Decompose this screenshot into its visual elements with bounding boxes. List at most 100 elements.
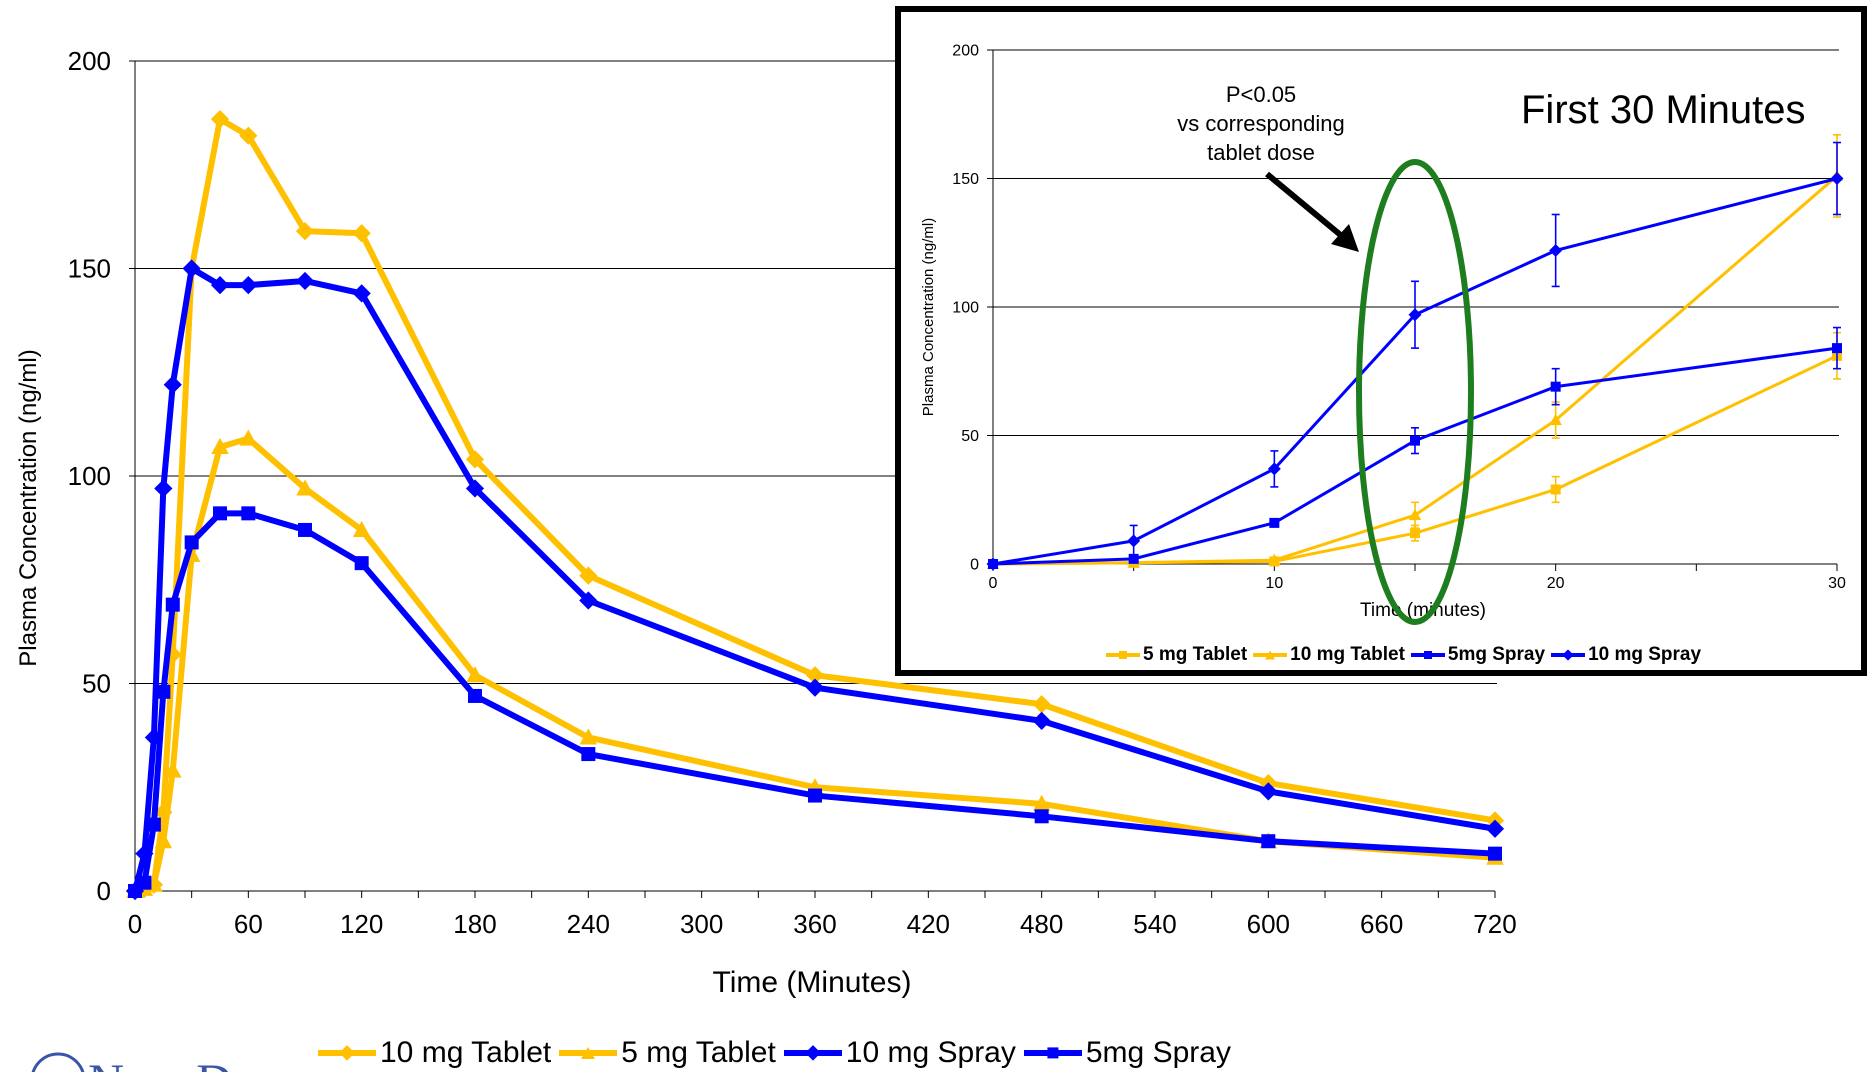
data-point — [352, 520, 371, 537]
series-line — [134, 435, 1496, 894]
x-tick-label-540: 540 — [1133, 909, 1176, 939]
series-10-mg-tablet — [986, 134, 1844, 569]
inset-legend: 5 mg Tablet 10 mg Tablet 5mg Spray 10 mg Sp… — [1106, 644, 1707, 666]
data-point — [1032, 794, 1051, 811]
legend-swatch — [318, 1043, 376, 1063]
series-10-mg-spray — [125, 259, 1505, 901]
x-tick-label-60: 60 — [234, 909, 263, 939]
data-point — [213, 506, 227, 521]
y-tick-label-100: 100 — [952, 300, 979, 317]
legend-swatch — [1106, 648, 1140, 662]
series-5mg-spray — [128, 506, 1502, 898]
x-tick-label-300: 300 — [680, 909, 723, 939]
data-point — [1410, 528, 1420, 539]
legend-label: 5 mg Tablet — [1143, 644, 1248, 665]
main-x-axis-label: Time (Minutes) — [713, 966, 912, 999]
data-point — [146, 817, 161, 832]
legend-label: 10 mg Spray — [845, 1036, 1016, 1069]
y-tick-label-200: 200 — [952, 43, 979, 60]
inset-tick-labels: 0 50 100 150 200 0 10 20 30 — [952, 43, 1846, 592]
data-point — [1261, 834, 1276, 849]
data-point — [164, 761, 182, 778]
y-tick-label-0: 0 — [970, 557, 979, 574]
x-tick-label-660: 660 — [1360, 909, 1403, 939]
data-point — [137, 875, 152, 890]
legend-label: 5mg Spray — [1447, 644, 1546, 665]
x-tick-label-120: 120 — [340, 909, 383, 939]
x-tick-label-360: 360 — [793, 909, 836, 939]
circle-logo-icon — [31, 1052, 85, 1072]
x-tick-label-600: 600 — [1247, 909, 1290, 939]
data-point — [295, 222, 315, 241]
legend-swatch — [1253, 648, 1288, 662]
data-point — [1485, 819, 1505, 838]
legend-swatch — [1551, 648, 1586, 662]
logo-text: NovaD — [88, 1053, 232, 1072]
legend-label: 5 mg Tablet — [621, 1036, 776, 1069]
data-point — [163, 375, 182, 394]
data-point — [295, 271, 315, 291]
annotation-line-3: tablet dose — [1207, 140, 1315, 165]
data-point — [1269, 517, 1280, 528]
data-point — [1832, 343, 1842, 354]
data-point — [210, 276, 230, 295]
main-series-layer — [125, 110, 1505, 901]
series-line — [133, 510, 1496, 894]
data-point — [1408, 508, 1422, 521]
main-legend: 10 mg Tablet 5 mg Tablet 10 mg Spray 5mg Sp… — [318, 1036, 1239, 1070]
inset-chart-panel: 0 50 100 150 200 0 10 20 30 Time (minutes) Plasm… — [895, 6, 1867, 676]
y-tick-label-50: 50 — [961, 428, 979, 445]
annotation-line-2: vs corresponding — [1177, 111, 1345, 136]
x-tick-label-0: 0 — [128, 909, 142, 939]
significance-annotation: P<0.05 vs corresponding tablet dose — [1146, 80, 1376, 167]
data-point — [165, 597, 180, 612]
inset-title: First 30 Minutes — [1521, 88, 1806, 132]
data-point — [352, 284, 371, 303]
legend-item: 5mg Spray — [1410, 644, 1546, 666]
annotation-arrow — [1265, 171, 1359, 252]
y-tick-label-200: 200 — [68, 46, 111, 76]
data-point — [154, 479, 173, 498]
series-line — [132, 265, 1496, 892]
legend-item: 5 mg Tablet — [559, 1036, 776, 1070]
legend-swatch — [559, 1043, 618, 1063]
x-tick-label-180: 180 — [453, 909, 496, 939]
data-point — [298, 522, 312, 537]
legend-item: 5 mg Tablet — [1106, 644, 1247, 666]
legend-item: 5mg Spray — [1023, 1036, 1231, 1070]
legend-label: 10 mg Spray — [1588, 644, 1702, 665]
inset-gridlines — [993, 49, 1839, 436]
x-tick-label-10: 10 — [1265, 575, 1283, 592]
data-point — [1488, 846, 1502, 861]
data-point — [468, 688, 482, 703]
series-line — [992, 346, 1838, 566]
data-point — [239, 429, 258, 446]
data-point — [579, 728, 598, 745]
data-point — [805, 666, 825, 685]
inset-y-axis-label: Plasma Concentration (ng/ml) — [920, 218, 937, 416]
data-point — [1128, 553, 1139, 564]
data-point — [581, 747, 596, 762]
data-point — [154, 832, 173, 849]
data-point — [1410, 435, 1420, 446]
series-line — [992, 177, 1838, 566]
y-tick-label-0: 0 — [97, 876, 111, 906]
data-point — [352, 224, 371, 243]
legend-swatch — [783, 1043, 842, 1063]
data-point — [1127, 534, 1141, 548]
y-tick-label-150: 150 — [952, 171, 979, 188]
x-tick-label-0: 0 — [989, 575, 998, 592]
legend-swatch — [1410, 648, 1445, 662]
legend-label: 5mg Spray — [1085, 1036, 1231, 1069]
legend-label: 10 mg Tablet — [380, 1036, 552, 1069]
data-point — [579, 591, 598, 610]
legend-item: 10 mg Spray — [783, 1036, 1016, 1070]
data-point — [465, 479, 485, 498]
y-tick-label-150: 150 — [68, 254, 111, 284]
data-point — [1550, 381, 1561, 392]
data-point — [296, 479, 314, 496]
x-tick-label-420: 420 — [907, 909, 950, 939]
data-point — [1408, 308, 1422, 322]
